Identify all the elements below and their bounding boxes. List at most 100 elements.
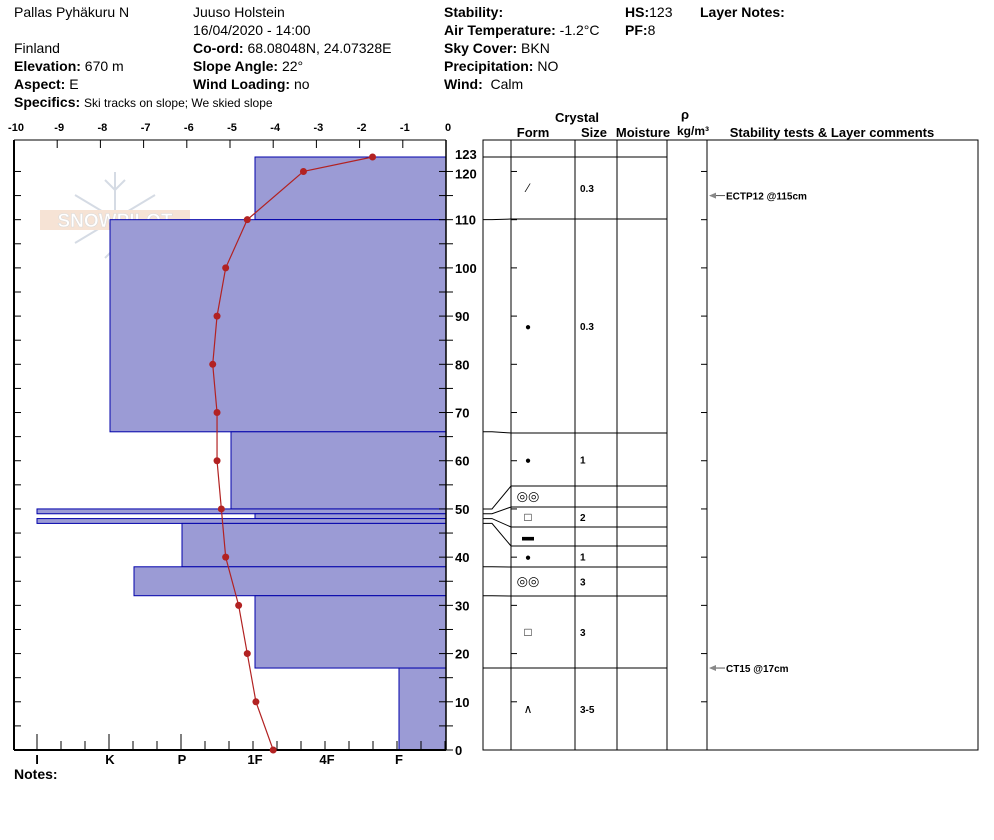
stability-test-label: ECTP12 @115cm <box>726 192 807 203</box>
hs-label: HS: <box>625 4 650 20</box>
temp-tick-label: -2 <box>357 122 367 134</box>
coord-value: 68.08048N, 24.07328E <box>247 40 392 56</box>
sky-label: Sky Cover: <box>444 40 518 56</box>
density-symbol: ρ <box>681 107 689 122</box>
moisture-header: Moisture <box>616 125 670 140</box>
temperature-point <box>269 746 277 754</box>
temperature-point <box>243 650 251 658</box>
layer-notes: Layer Notes: <box>700 3 785 21</box>
table-frame <box>482 139 979 751</box>
height-tick-label: 20 <box>455 647 469 662</box>
temperature-point <box>299 167 307 175</box>
hardness-tick-label: I <box>35 752 39 767</box>
density-header: kg/m³ <box>677 124 709 138</box>
temperature-point <box>235 601 243 609</box>
height-tick-label: 40 <box>455 550 469 565</box>
air-temp-value: -1.2°C <box>559 22 600 38</box>
temperature-point <box>222 553 230 561</box>
country: Finland <box>14 40 60 56</box>
temperature-point <box>213 409 221 417</box>
wind-value: Calm <box>490 76 524 92</box>
stability: Stability: <box>444 3 503 21</box>
hardness-tick-label: 4F <box>319 752 334 767</box>
observer: Juuso Holstein <box>193 4 285 20</box>
precip-label: Precipitation: <box>444 58 534 74</box>
crystal-size: 3 <box>580 578 586 589</box>
crystal-size: 3 <box>580 628 586 639</box>
coordinates: Co-ord: 68.08048N, 24.07328E <box>193 39 391 57</box>
hardness-bar <box>254 156 447 221</box>
hardness-bar <box>36 518 447 524</box>
hardness-tick-label: F <box>395 752 403 767</box>
sky-cover: Sky Cover: BKN <box>444 39 550 57</box>
temperature-line <box>212 156 373 751</box>
temp-tick-label: -3 <box>314 122 324 134</box>
wind-loading-value: no <box>293 76 310 92</box>
slope-label: Slope Angle: <box>193 58 279 74</box>
temperature-point <box>213 457 221 465</box>
elevation-label: Elevation: <box>14 58 81 74</box>
height-tick-label: 0 <box>455 743 462 758</box>
hardness-bar <box>230 431 447 510</box>
temp-tick-label: 0 <box>445 122 451 134</box>
hardness-bar <box>254 513 447 520</box>
stability-test-label: CT15 @17cm <box>726 664 789 675</box>
melt-forms-icon: ◎◎ <box>517 489 540 504</box>
hardness-bar <box>181 522 447 568</box>
layer-table: Crystal Form Size Moisture ρ kg/m³ Stabi… <box>482 107 979 751</box>
layer-notes-label: Layer Notes: <box>700 4 785 20</box>
decomposing-particles-icon: ⁄ <box>524 181 531 195</box>
faceted-crystals-icon: □ <box>524 625 531 639</box>
slope-value: 22° <box>281 58 304 74</box>
crystal-size: 3-5 <box>580 705 595 716</box>
height-tick-label: 70 <box>455 406 469 421</box>
precipitation: Precipitation: NO <box>444 57 558 75</box>
layer-boundary-line <box>483 431 667 434</box>
notes-label: Notes: <box>14 766 58 782</box>
height-tick-label: 60 <box>455 454 469 469</box>
temp-tick-label: -5 <box>227 122 237 134</box>
temp-tick-label: -9 <box>54 122 64 134</box>
temp-tick-label: -7 <box>141 122 151 134</box>
temp-tick-label: -8 <box>98 122 108 134</box>
temp-tick-label: -10 <box>8 122 24 134</box>
height-tick-label: 50 <box>455 502 469 517</box>
notes: Notes: <box>14 765 58 783</box>
faceted-crystals-icon: □ <box>524 510 531 524</box>
pf-value: 8 <box>647 22 656 38</box>
hardness-temperature-plot: -10 -9 -8 -7 -6 -5 -4 -3 -2 -1 0123120110100908070… <box>8 122 477 767</box>
wind: Wind: Calm <box>444 75 523 93</box>
temperature-point <box>243 216 251 224</box>
elevation-value: 670 m <box>84 58 124 74</box>
height-tick-label: 80 <box>455 357 469 372</box>
specifics-label: Specifics: <box>14 94 81 110</box>
hardness-tick-label: 1F <box>247 752 262 767</box>
temp-tick-label: -1 <box>400 122 410 134</box>
comments-header: Stability tests & Layer comments <box>730 125 934 140</box>
crystal-size: 1 <box>580 553 586 564</box>
form-header: Form <box>517 125 550 140</box>
rounded-grains-icon: ● <box>525 553 531 564</box>
size-header: Size <box>581 125 607 140</box>
arrow-left-icon <box>709 192 716 199</box>
layer-boundary-line <box>483 485 667 510</box>
layer-boundary-line <box>483 518 667 528</box>
hardness-bar <box>109 219 447 433</box>
precip-value: NO <box>537 58 559 74</box>
height-tick-label: 100 <box>455 261 477 276</box>
layer-boundary-line <box>483 218 667 221</box>
crystal-header: Crystal <box>555 110 599 125</box>
hardness-bar <box>133 566 447 597</box>
specifics-value: Ski tracks on slope; We skied slope <box>84 96 273 110</box>
rounded-grains-icon: ● <box>525 456 531 467</box>
aspect-value: E <box>69 76 79 92</box>
depth-hoar-icon: ∧ <box>524 702 533 716</box>
temperature-point <box>213 312 221 320</box>
temperature-point <box>222 264 230 272</box>
height-tick-label: 30 <box>455 598 469 613</box>
crystal-size: 0.3 <box>580 184 594 195</box>
height-tick-label: 10 <box>455 695 469 710</box>
arrow-left-icon <box>709 665 716 672</box>
hardness-tick-label: P <box>178 752 187 767</box>
